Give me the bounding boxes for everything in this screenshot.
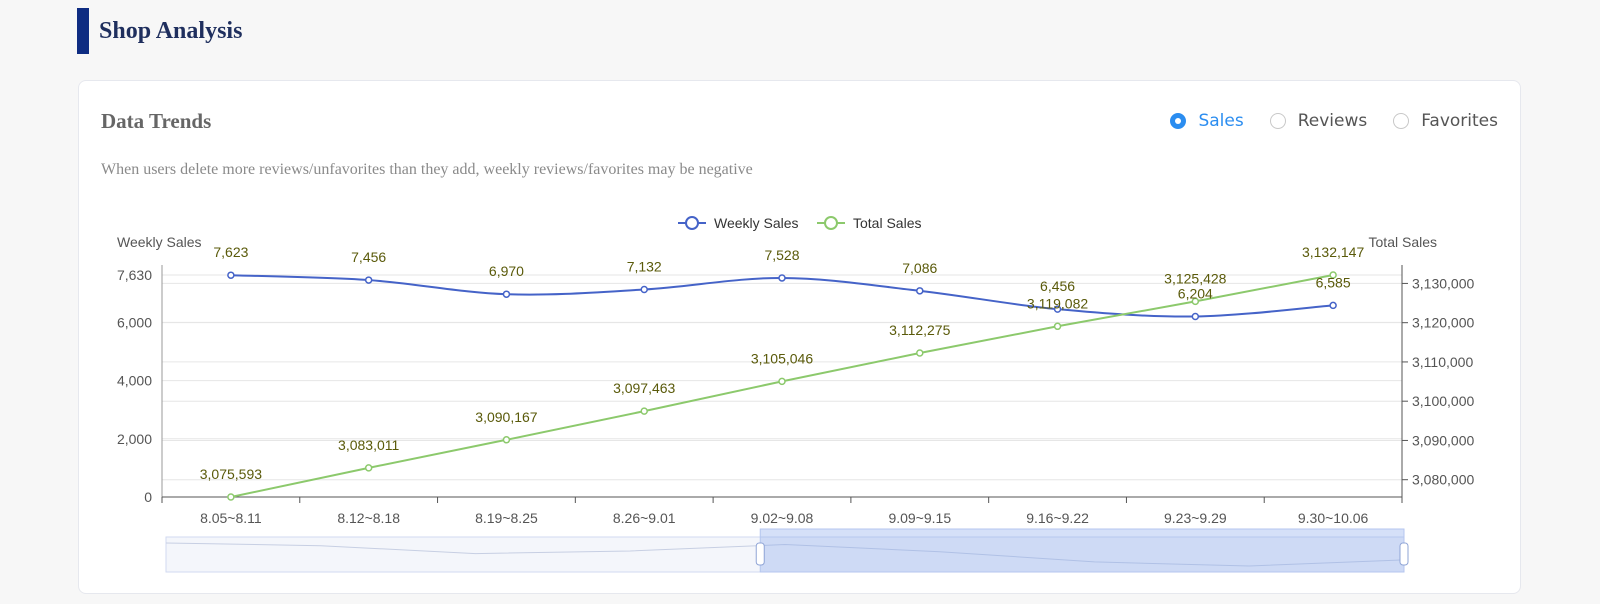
x-tick-label: 8.12~8.18: [337, 510, 400, 526]
y-left-tick-label: 4,000: [117, 373, 152, 389]
x-tick-label: 9.02~9.08: [751, 510, 814, 526]
legend-weekly-marker: [685, 216, 699, 230]
total-sales-data-label: 3,105,046: [751, 350, 813, 366]
weekly-sales-point: [1329, 301, 1337, 310]
y-left-tick-label: 7,630: [117, 267, 152, 283]
zoom-slider-track: [165, 536, 1405, 573]
weekly-sales-data-label: 7,132: [627, 258, 662, 274]
weekly-sales-data-label: 7,528: [764, 247, 799, 263]
total-sales-data-label: 3,132,147: [1302, 244, 1364, 260]
y-right-tick-label: 3,130,000: [1412, 275, 1474, 291]
y-right-axis-title: Total Sales: [1369, 234, 1437, 250]
x-tick-label: 8.19~8.25: [475, 510, 538, 526]
y-right-tick-label: 3,120,000: [1412, 315, 1474, 331]
y-left-tick-label: 6,000: [117, 314, 152, 330]
weekly-sales-point: [364, 276, 373, 284]
radio-label-sales: Sales: [1198, 111, 1244, 131]
total-sales-data-label: 3,112,275: [889, 322, 950, 338]
legend-weekly-label: Weekly Sales: [714, 215, 799, 231]
total-sales-data-label: 3,119,082: [1027, 295, 1088, 311]
y-right-tick-label: 3,090,000: [1412, 432, 1474, 448]
zoom-slider-selection[interactable]: [759, 528, 1405, 573]
total-sales-point: [502, 436, 511, 444]
radio-label-reviews: Reviews: [1297, 111, 1368, 131]
weekly-sales-data-label: 6,204: [1178, 285, 1213, 301]
total-sales-point: [916, 349, 924, 357]
weekly-sales-point: [227, 271, 235, 279]
total-sales-data-label: 3,125,428: [1164, 270, 1226, 286]
total-sales-line: [230, 274, 1334, 498]
x-tick-label: 9.16~9.22: [1026, 510, 1089, 526]
total-sales-point: [778, 377, 786, 386]
y-right-tick-label: 3,110,000: [1412, 354, 1473, 370]
weekly-sales-data-label: 7,623: [213, 244, 248, 260]
weekly-sales-point: [1191, 312, 1200, 321]
weekly-sales-data-label: 7,456: [351, 249, 386, 265]
x-tick-label: 9.30~10.06: [1298, 510, 1369, 526]
total-sales-data-label: 3,097,463: [613, 380, 675, 396]
x-tick-label: 8.05~8.11: [200, 510, 262, 526]
total-sales-data-label: 3,083,011: [338, 437, 399, 453]
weekly-sales-point: [916, 287, 924, 295]
x-tick-label: 9.09~9.15: [888, 510, 951, 526]
data-trends-card: Data Trends Sales Reviews Favorites When…: [78, 80, 1521, 594]
radio-reviews[interactable]: Reviews: [1269, 111, 1368, 131]
total-sales-point: [227, 493, 235, 501]
total-sales-point: [1329, 271, 1337, 279]
weekly-sales-data-label: 6,456: [1040, 278, 1075, 294]
zoom-handle-right[interactable]: [1399, 542, 1409, 566]
section-title: Shop Analysis: [99, 17, 243, 44]
negative-values-note: When users delete more reviews/unfavorit…: [101, 161, 753, 178]
metric-radio-group: Sales Reviews Favorites: [1144, 111, 1498, 131]
zoom-handle-left[interactable]: [755, 542, 765, 566]
legend-total-label: Total Sales: [853, 215, 921, 231]
radio-circle-icon: [1170, 113, 1187, 129]
y-left-axis-title: Weekly Sales: [117, 234, 202, 250]
y-right-tick-label: 3,100,000: [1412, 393, 1474, 409]
zoom-slider-preview-line: [165, 542, 1405, 567]
x-tick-label: 8.26~9.01: [613, 510, 676, 526]
weekly-sales-point: [640, 285, 648, 294]
total-sales-data-label: 3,090,167: [475, 409, 537, 425]
section-header: Shop Analysis: [77, 8, 242, 54]
legend-total-marker: [824, 216, 838, 230]
weekly-sales-point: [778, 274, 786, 282]
radio-circle-icon: [1269, 113, 1286, 129]
weekly-sales-point: [1053, 305, 1062, 313]
y-left-tick-label: 2,000: [117, 431, 152, 447]
section-accent-bar: [77, 8, 89, 54]
y-left-tick-label: 0: [144, 489, 152, 505]
radio-circle-icon: [1393, 113, 1410, 129]
radio-label-favorites: Favorites: [1421, 111, 1498, 131]
total-sales-point: [640, 407, 648, 415]
card-title: Data Trends: [101, 109, 212, 133]
total-sales-point: [1053, 322, 1062, 331]
weekly-sales-data-label: 7,086: [902, 260, 937, 276]
radio-sales[interactable]: Sales: [1170, 111, 1244, 131]
weekly-sales-point: [502, 290, 511, 298]
total-sales-point: [1191, 297, 1200, 306]
total-sales-point: [364, 464, 373, 472]
weekly-sales-data-label: 6,970: [489, 263, 524, 279]
weekly-sales-data-label: 6,585: [1316, 274, 1351, 290]
radio-favorites[interactable]: Favorites: [1393, 111, 1498, 131]
x-tick-label: 9.23~9.29: [1164, 510, 1227, 526]
y-right-tick-label: 3,080,000: [1412, 472, 1474, 488]
total-sales-data-label: 3,075,593: [200, 466, 262, 482]
